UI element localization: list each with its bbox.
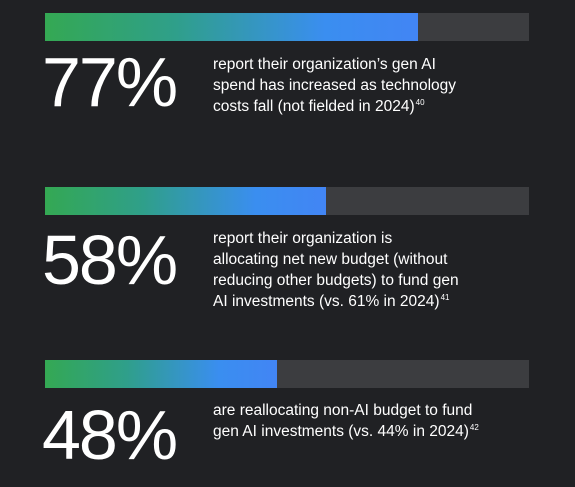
bar-track	[45, 13, 529, 41]
bar-fill	[45, 360, 277, 388]
description-line: AI investments (vs. 61% in 2024)41	[213, 291, 523, 312]
bar-track	[45, 187, 529, 215]
stat-percentage: 58%	[42, 221, 178, 299]
description-line-text: costs fall (not fielded in 2024)	[213, 98, 415, 115]
description-line: gen AI investments (vs. 44% in 2024)42	[213, 421, 523, 442]
bar-fill	[45, 187, 326, 215]
stat-description: report their organization’s gen AI spend…	[213, 54, 523, 117]
description-line: spend has increased as technology	[213, 77, 456, 94]
stat-description: report their organization is allocating …	[213, 228, 523, 312]
stat-percentage: 77%	[42, 43, 178, 121]
footnote-marker: 40	[415, 97, 425, 107]
stat-percentage: 48%	[42, 396, 178, 474]
bar-track	[45, 360, 529, 388]
footnote-marker: 42	[469, 422, 479, 432]
description-line: are reallocating non-AI budget to fund	[213, 402, 473, 419]
description-line: allocating net new budget (without	[213, 251, 448, 268]
description-line-text: gen AI investments (vs. 44% in 2024)	[213, 423, 469, 440]
description-line: report their organization’s gen AI	[213, 56, 436, 73]
bar-fill	[45, 13, 418, 41]
description-line: costs fall (not fielded in 2024)40	[213, 96, 523, 117]
stat-description: are reallocating non-AI budget to fund g…	[213, 400, 523, 442]
description-line-text: AI investments (vs. 61% in 2024)	[213, 293, 440, 310]
footnote-marker: 41	[440, 292, 450, 302]
description-line: reducing other budgets) to fund gen	[213, 272, 459, 289]
description-line: report their organization is	[213, 230, 393, 247]
